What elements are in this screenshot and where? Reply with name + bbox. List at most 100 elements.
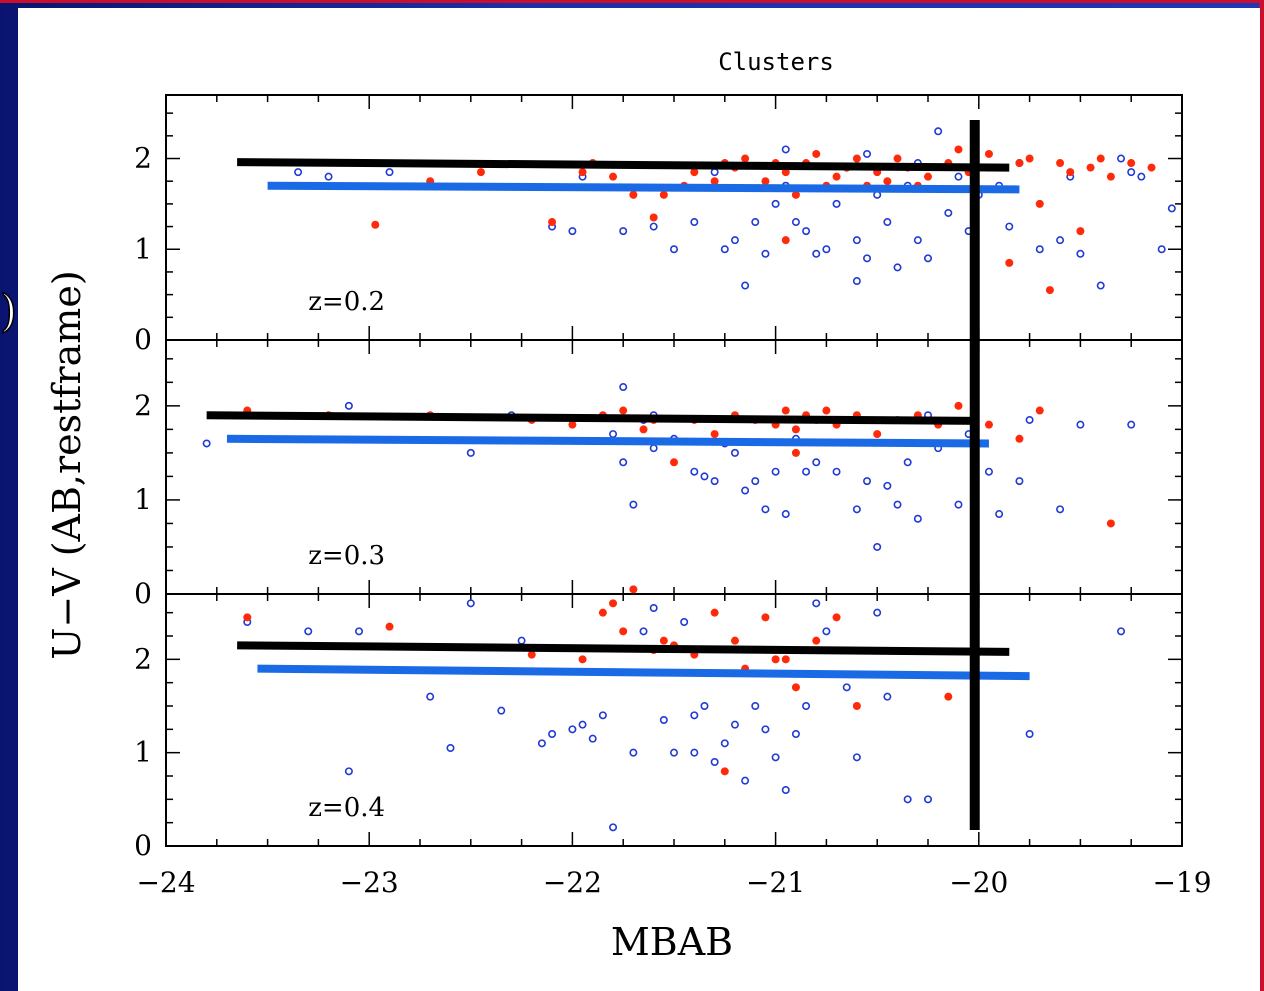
red-point [832, 613, 841, 622]
blue-point [497, 706, 506, 715]
blue-point [923, 254, 932, 263]
blue-point [568, 227, 577, 236]
y-tick-label: 0 [134, 829, 152, 862]
blue-point [304, 627, 313, 636]
blue-point [649, 444, 658, 453]
red-point [670, 458, 678, 467]
blue-point [1137, 172, 1146, 181]
blue-point [852, 753, 861, 762]
blue-point [710, 168, 719, 177]
blue-point [883, 218, 892, 227]
blue-point [629, 748, 638, 757]
blue-point [1056, 505, 1065, 514]
y-tick-label: 0 [134, 577, 152, 610]
blue-point [1025, 415, 1034, 424]
red-point [609, 172, 618, 181]
red-point [791, 683, 800, 692]
blue-point [771, 199, 780, 208]
red-point [659, 190, 668, 199]
red-point [1106, 519, 1115, 528]
blue-point [1015, 477, 1024, 486]
blue-point [700, 701, 709, 710]
blue-point [1056, 236, 1065, 245]
red-point [761, 613, 770, 622]
blue-fit-line [257, 664, 1030, 681]
red-point [243, 613, 252, 622]
red-point [619, 627, 628, 636]
blue-point [954, 172, 963, 181]
y-tick-label: 1 [134, 232, 152, 265]
blue-point [426, 692, 435, 701]
red-point [1015, 159, 1024, 168]
blue-point [1117, 627, 1126, 636]
red-point [629, 585, 638, 594]
red-point [812, 149, 821, 158]
blue-point [294, 168, 303, 177]
blue-point [730, 720, 739, 729]
blue-point [466, 448, 475, 457]
blue-point [690, 218, 699, 227]
y-tick-label: 1 [134, 736, 152, 769]
red-point [1076, 227, 1085, 236]
red-point [1015, 434, 1024, 443]
chart-title: Clusters [718, 48, 834, 76]
blue-point [1117, 154, 1126, 163]
blue-point [1076, 249, 1085, 258]
y-axis-title: U−V (AB,restframe) [45, 270, 89, 659]
blue-point [344, 767, 353, 776]
red-point [873, 430, 882, 439]
blue-point [659, 715, 668, 724]
red-point [710, 430, 719, 439]
redshift-annotation: z=0.3 [308, 541, 385, 571]
blue-point [669, 748, 678, 757]
blue-point [883, 481, 892, 490]
blue-point [822, 627, 831, 636]
y-tick-label: 0 [134, 323, 152, 356]
blue-point [568, 725, 577, 734]
blue-point [649, 222, 658, 231]
red-point [822, 406, 831, 415]
blue-point [944, 208, 953, 217]
red-point [598, 608, 607, 617]
blue-point [720, 245, 729, 254]
blue-point [863, 477, 872, 486]
plot-layer: 0 1 2 z=0.2 0 1 2 z=0.3 0 1 2 z=0.4 −24 −23 −22 −21 −20 −… [134, 94, 1212, 899]
blue-point [598, 711, 607, 720]
blue-point [903, 458, 912, 467]
red-point [781, 236, 790, 245]
blue-point [1127, 168, 1136, 177]
red-point [893, 154, 902, 163]
blue-point [934, 127, 943, 136]
red-point [730, 636, 739, 645]
red-point [1147, 163, 1156, 172]
blue-point [741, 486, 750, 495]
red-point [781, 406, 790, 415]
blue-point [893, 263, 902, 272]
blue-point [355, 627, 364, 636]
blue-point [863, 149, 872, 158]
red-point [883, 177, 892, 186]
blue-point [781, 785, 790, 794]
blue-point [791, 729, 800, 738]
blue-point [710, 757, 719, 766]
blue-point [995, 510, 1004, 519]
blue-point [730, 448, 739, 457]
red-point [649, 213, 658, 222]
blue-point [710, 477, 719, 486]
red-point [832, 172, 841, 181]
blue-point [1035, 245, 1044, 254]
red-point [1106, 172, 1115, 181]
red-point [371, 220, 380, 229]
red-point [568, 420, 577, 429]
blue-fit-line [267, 181, 1020, 194]
blue-point [690, 748, 699, 757]
red-point [1035, 406, 1044, 415]
blue-point [873, 608, 882, 617]
red-point [619, 406, 628, 415]
red-point [578, 655, 587, 664]
black-fit-line [237, 158, 1010, 172]
blue-point [913, 514, 922, 523]
red-point [1066, 168, 1075, 177]
blue-point [548, 729, 557, 738]
blue-point [761, 505, 770, 514]
